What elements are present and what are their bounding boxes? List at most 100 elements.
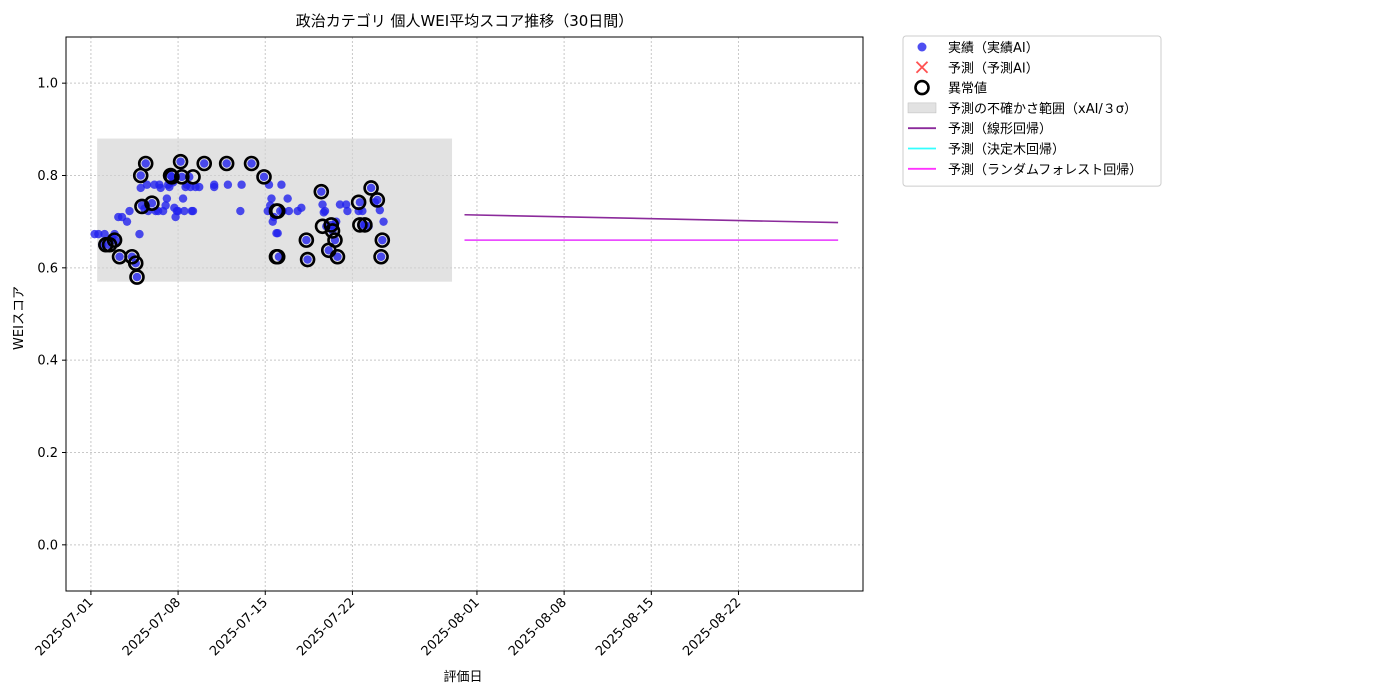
actual-point: [324, 246, 333, 255]
x-tick-label: 2025-08-01: [419, 595, 483, 659]
anomaly-ring: [144, 195, 160, 211]
actual-point: [259, 172, 269, 182]
y-tick-label: 1.0: [37, 77, 58, 92]
actual-point: [147, 199, 157, 208]
actual-point: [267, 194, 276, 203]
legend-item-forest: 予測（ランダムフォレスト回帰）: [908, 162, 1142, 178]
actual-point: [303, 255, 312, 264]
actual-point: [284, 206, 294, 216]
x-tick-label: 2025-08-22: [680, 595, 744, 659]
actual-point: [375, 205, 385, 215]
legend-marker-ring: [914, 79, 930, 96]
anomaly-ring: [174, 169, 190, 185]
anomaly-ring: [323, 217, 340, 233]
anomaly-ring: [196, 155, 213, 172]
actual-point: [162, 194, 172, 203]
actual-point: [343, 206, 352, 216]
actual-point: [273, 229, 282, 238]
actual-point: [141, 159, 150, 168]
actual-point: [100, 229, 109, 239]
chart-title: 政治カテゴリ 個人WEI平均スコア推移（30日間）: [296, 12, 634, 30]
actual-point: [176, 157, 185, 166]
actual-point: [297, 203, 306, 213]
legend-label: 異常値: [948, 81, 987, 97]
legend-item-predicted: 予測（予測AI）: [915, 61, 1039, 76]
anomaly-ring: [299, 251, 316, 268]
anomaly-ring: [269, 203, 286, 219]
x-tick-label: 2025-08-08: [506, 595, 570, 659]
x-tick-label: 2025-07-15: [207, 595, 271, 659]
actual-point: [277, 180, 286, 189]
legend-label: 予測（線形回帰）: [948, 121, 1052, 137]
legend-item-linear: 予測（線形回帰）: [908, 121, 1052, 137]
legend-label: 予測（決定木回帰）: [948, 142, 1065, 158]
x-axis: 2025-07-01 2025-07-08 2025-07-15 2025-07-22…: [33, 591, 744, 659]
legend-label: 予測（予測AI）: [948, 61, 1039, 76]
actual-point: [283, 194, 292, 203]
y-axis-title: WEIスコア: [12, 286, 27, 350]
x-tick-label: 2025-07-22: [294, 595, 358, 659]
actual-point: [195, 182, 204, 192]
y-tick-label: 0.2: [37, 446, 58, 461]
x-axis-title: 評価日: [443, 670, 482, 685]
y-tick-label: 0.0: [37, 538, 58, 553]
actual-point: [180, 206, 189, 216]
y-tick-label: 0.6: [37, 261, 58, 276]
actual-point: [135, 229, 144, 239]
anomaly-ring: [329, 248, 346, 265]
actual-point: [122, 217, 132, 226]
anomaly-ring: [134, 198, 150, 215]
actual-point: [373, 195, 382, 205]
y-axis: 0.0 0.2 0.4 0.6 0.8 1.0: [37, 77, 66, 553]
actual-point: [378, 235, 387, 245]
regression-lines: [464, 213, 839, 241]
actual-point: [223, 180, 233, 189]
actual-point: [177, 172, 187, 182]
anomaly-ring: [137, 155, 154, 172]
x-tick-label: 2025-07-01: [33, 595, 97, 659]
legend-marker-rect: [907, 102, 937, 114]
anomaly-ring: [363, 180, 379, 196]
anomaly-ring: [172, 153, 189, 170]
actual-point: [236, 206, 245, 216]
actual-point: [188, 206, 198, 216]
anomaly-ring: [374, 232, 391, 248]
actual-point: [318, 200, 327, 209]
regression-line: [464, 213, 839, 224]
actual-point: [125, 206, 134, 216]
legend-marker-x: [915, 61, 929, 74]
legend-label: 予測（ランダムフォレスト回帰）: [948, 162, 1142, 178]
actual-point: [302, 235, 311, 245]
grid: [66, 37, 863, 591]
actual-point: [209, 180, 219, 189]
x-tick-label: 2025-07-08: [120, 595, 184, 659]
anomaly-ring: [164, 169, 180, 185]
anomaly-ring: [352, 217, 368, 233]
anomaly-ring: [369, 192, 386, 208]
actual-point: [156, 183, 165, 193]
legend-label: 実績（実績AI）: [948, 40, 1039, 56]
anomaly-ring: [106, 232, 123, 248]
legend-item-tree: 予測（決定木回帰）: [908, 142, 1065, 158]
actual-point: [341, 200, 351, 209]
actual-point: [317, 187, 326, 196]
legend-label: 予測の不確かさ範囲（xAI/３σ）: [948, 101, 1137, 117]
actual-point: [200, 159, 209, 168]
actual-point: [320, 206, 330, 216]
actual-point: [376, 252, 386, 261]
actual-point: [94, 229, 103, 239]
anomaly-ring: [269, 248, 286, 265]
actual-point: [379, 217, 388, 226]
legend-marker-dot: [917, 42, 927, 52]
actual-point: [132, 272, 142, 282]
anomaly-ring: [313, 183, 330, 200]
legend-item-band: 予測の不確かさ範囲（xAI/３σ）: [907, 101, 1137, 117]
actual-point: [274, 252, 284, 261]
y-tick-label: 0.8: [37, 169, 58, 184]
actual-point: [247, 159, 256, 168]
y-tick-label: 0.4: [37, 354, 58, 369]
anomaly-ring: [327, 232, 343, 248]
actual-point: [366, 183, 376, 193]
